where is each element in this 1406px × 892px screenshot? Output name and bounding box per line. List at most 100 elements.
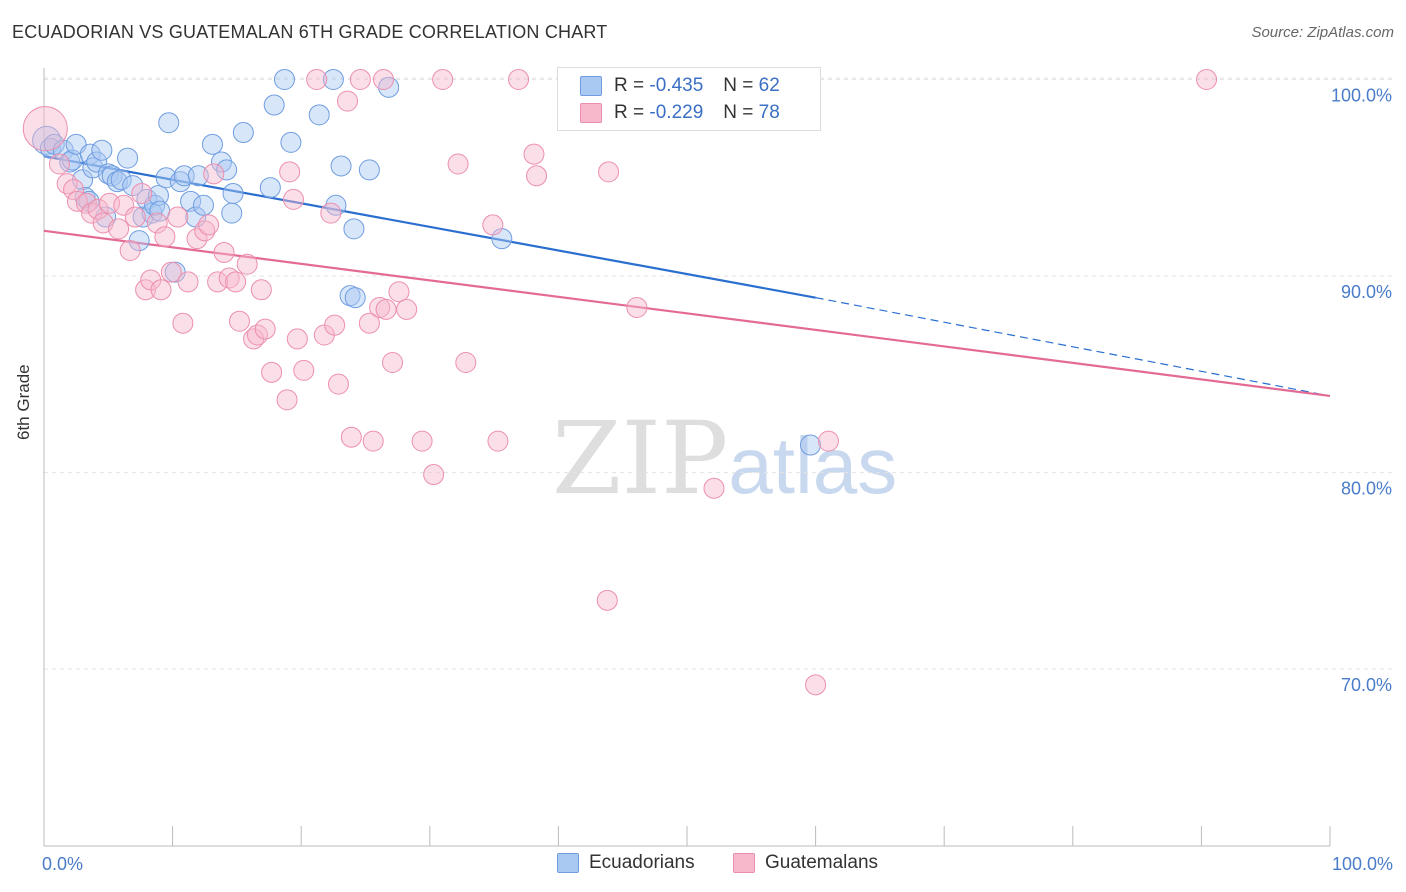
point-guatemalan — [324, 314, 346, 336]
point-ecuadorian — [187, 165, 209, 187]
trend-lines — [43, 155, 1331, 398]
point-guatemalan — [817, 430, 839, 452]
point-ecuadorian — [147, 184, 169, 206]
point-ecuadorian — [221, 202, 243, 224]
point-guatemalan — [203, 163, 225, 185]
point-ecuadorian — [343, 218, 365, 240]
point-guatemalan — [198, 214, 220, 236]
point-ecuadorian — [358, 159, 380, 181]
point-guatemalan — [75, 192, 97, 214]
point-ecuadorian — [192, 194, 214, 216]
point-guatemalan — [626, 296, 648, 318]
watermark-atlas: atlas — [728, 421, 898, 510]
point-guatemalan — [56, 173, 78, 195]
point-guatemalan — [186, 228, 208, 250]
point-guatemalan — [250, 279, 272, 301]
legend-row-ecuadorians: R = -0.435 N = 62 — [580, 74, 780, 98]
point-guatemalan — [177, 271, 199, 293]
zipatlas-watermark: ZIPatlas — [552, 400, 897, 517]
point-guatemalan — [276, 389, 298, 411]
data-points — [22, 68, 1218, 696]
legend-r-value: -0.435 — [649, 75, 704, 96]
point-guatemalan — [358, 312, 380, 334]
point-guatemalan — [703, 477, 725, 499]
point-ecuadorian — [232, 122, 254, 144]
legend-swatch-guatemalans — [580, 103, 602, 123]
bottom-legend-guatemalans[interactable]: Guatemalans — [733, 852, 878, 874]
legend-n-value: 62 — [758, 75, 780, 96]
point-guatemalan — [382, 352, 404, 374]
point-guatemalan — [48, 153, 70, 175]
watermark-zip: ZIP — [552, 400, 729, 517]
bottom-legend-ecuadorians[interactable]: Ecuadorians — [557, 852, 695, 874]
point-ecuadorian — [325, 194, 347, 216]
point-ecuadorian — [155, 167, 177, 189]
bottom-legend-swatch-guatemalans — [733, 853, 755, 873]
point-guatemalan — [306, 68, 328, 90]
point-ecuadorian — [122, 175, 144, 197]
grid-lines — [44, 77, 1392, 670]
point-ecuadorian — [117, 147, 139, 169]
point-guatemalan — [218, 267, 240, 289]
point-guatemalan — [508, 68, 530, 90]
tick-labels: 100.0% 90.0% 80.0% 70.0% 0.0% 100.0% — [42, 85, 1393, 874]
point-guatemalan — [447, 153, 469, 175]
point-guatemalan — [423, 464, 445, 486]
point-guatemalan — [66, 190, 88, 212]
point-ecuadorian — [180, 190, 202, 212]
point-guatemalan — [373, 68, 395, 90]
x-tick-label-min: 0.0% — [42, 854, 83, 874]
point-guatemalan — [336, 90, 358, 112]
point-guatemalan — [526, 165, 548, 187]
point-ecuadorian — [110, 169, 132, 191]
point-guatemalan — [154, 226, 176, 248]
point-ecuadorian — [308, 104, 330, 126]
point-ecuadorian — [91, 139, 113, 161]
point-guatemalan — [327, 373, 349, 395]
point-guatemalan — [236, 253, 258, 275]
legend-r-value: -0.229 — [649, 102, 704, 123]
point-guatemalan — [279, 161, 301, 183]
point-ecuadorian — [273, 68, 295, 90]
point-ecuadorian — [322, 68, 344, 90]
point-guatemalan — [254, 318, 276, 340]
y-tick-label: 80.0% — [1341, 479, 1392, 499]
point-ecuadorian — [222, 182, 244, 204]
point-guatemalan — [432, 68, 454, 90]
point-guatemalan — [411, 430, 433, 452]
point-guatemalan — [261, 361, 283, 383]
point-ecuadorian — [158, 112, 180, 134]
point-ecuadorian — [263, 94, 285, 116]
y-tick-label: 70.0% — [1341, 675, 1392, 695]
point-guatemalan — [213, 241, 235, 263]
bottom-legend-label-guatemalans: Guatemalans — [765, 852, 879, 873]
point-guatemalan — [349, 68, 371, 90]
point-guatemalan — [225, 271, 247, 293]
point-ecuadorian — [280, 131, 302, 153]
point-guatemalan — [388, 281, 410, 303]
bottom-legend-swatch-ecuadorians — [557, 853, 579, 873]
point-guatemalan — [172, 312, 194, 334]
legend-n-label: N = — [723, 102, 754, 123]
point-ecuadorian — [259, 177, 281, 199]
point-ecuadorian — [330, 155, 352, 177]
point-ecuadorian — [378, 76, 400, 98]
point-guatemalan — [119, 239, 141, 261]
legend-r-label: R = — [614, 102, 645, 123]
point-guatemalan — [487, 430, 509, 452]
point-guatemalan — [805, 674, 827, 696]
y-tick-label: 100.0% — [1331, 85, 1392, 105]
point-guatemalan — [63, 179, 85, 201]
point-guatemalan — [482, 214, 504, 236]
axes — [43, 68, 1331, 847]
point-ecuadorian — [210, 151, 232, 173]
trend-ecuadorians — [43, 155, 816, 299]
bottom-legend-label-ecuadorians: Ecuadorians — [589, 852, 695, 873]
legend-r-label: R = — [614, 75, 645, 96]
legend-swatch-ecuadorians — [580, 76, 602, 96]
trend-guatemalans — [43, 229, 1331, 398]
point-guatemalan — [113, 194, 135, 216]
point-guatemalan — [124, 206, 146, 228]
point-guatemalan — [135, 279, 157, 301]
point-guatemalan — [87, 198, 109, 220]
